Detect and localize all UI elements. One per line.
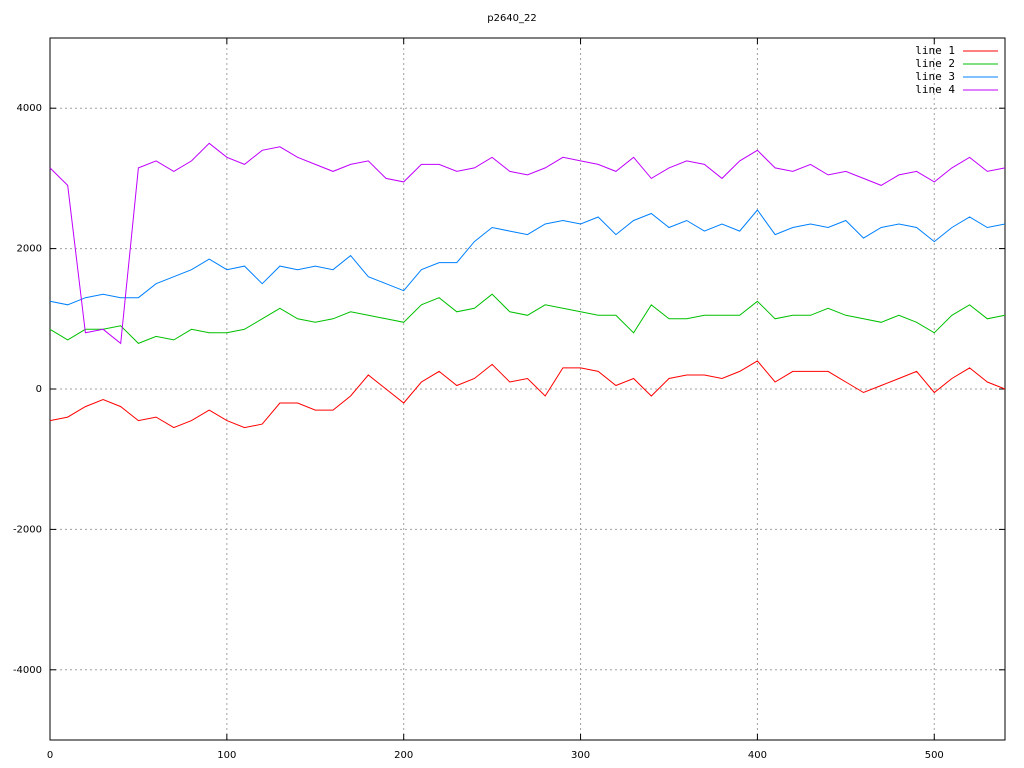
legend-label: line 3 [915, 70, 955, 83]
legend-label: line 4 [915, 83, 955, 96]
x-tick-label: 300 [571, 750, 590, 761]
data-line [49, 360, 1006, 429]
data-line [49, 142, 1006, 345]
legend-label: line 1 [915, 44, 955, 57]
x-tick-label: 400 [748, 750, 767, 761]
y-tick-label: 4000 [17, 103, 42, 114]
data-line [49, 293, 1006, 344]
y-tick-label: -4000 [13, 665, 42, 676]
y-tick-label: -2000 [13, 524, 42, 535]
y-tick-label: 2000 [17, 244, 42, 255]
data-line [49, 209, 1006, 306]
x-tick-label: 100 [217, 750, 236, 761]
x-tick-label: 500 [925, 750, 944, 761]
x-tick-label: 200 [394, 750, 413, 761]
x-tick-label: 0 [47, 750, 53, 761]
legend-label: line 2 [915, 57, 955, 70]
y-tick-label: 0 [36, 384, 42, 395]
chart-title: p2640_22 [487, 13, 537, 24]
